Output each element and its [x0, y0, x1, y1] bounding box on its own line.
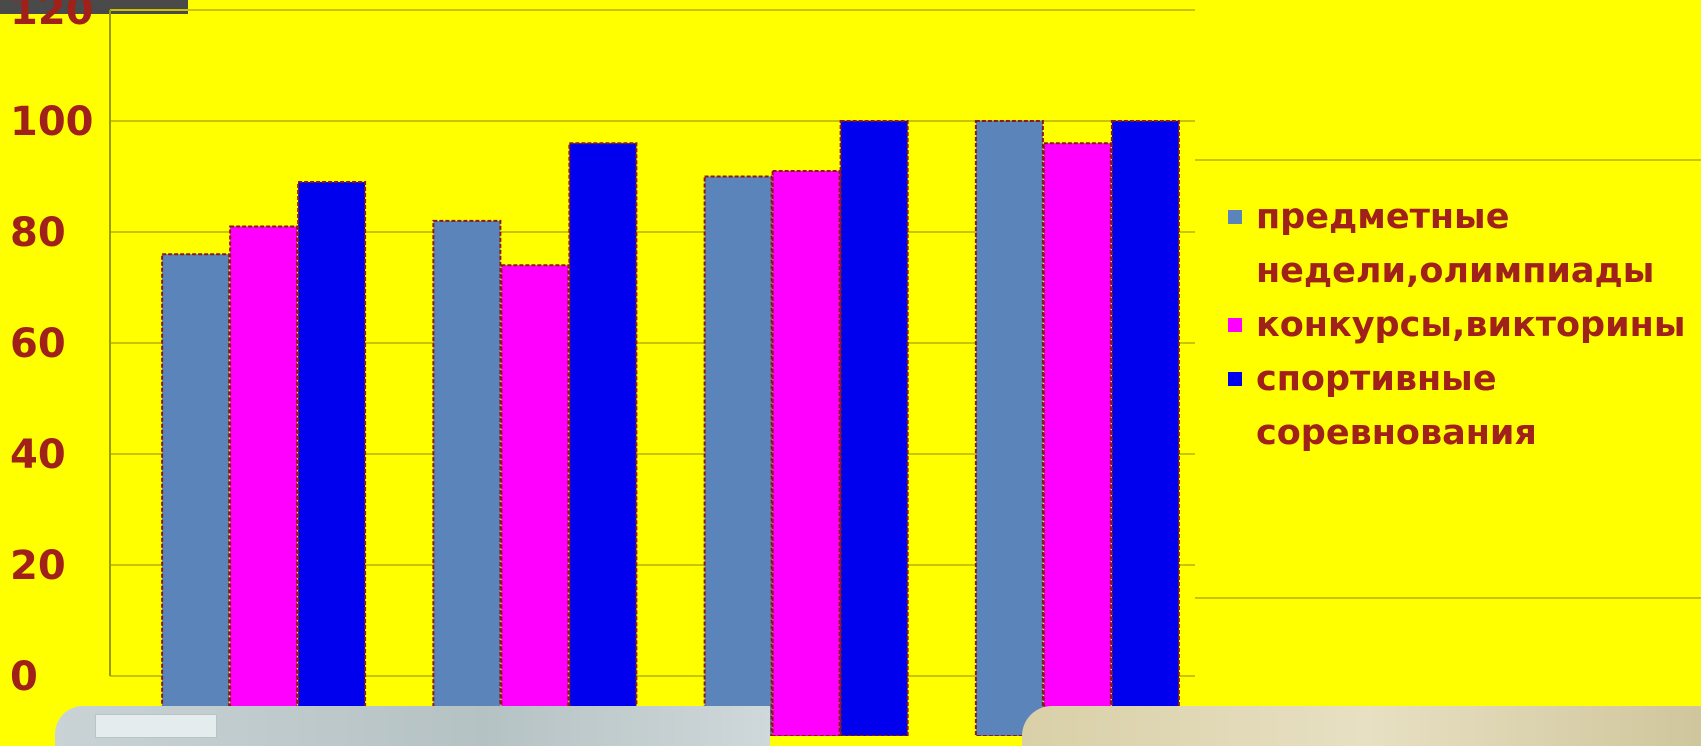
- bar: [1042, 142, 1112, 736]
- photo-caption: [95, 714, 217, 738]
- bar: [1110, 120, 1180, 736]
- legend-entry: спортивные: [1228, 352, 1701, 406]
- legend-label: соревнования: [1256, 413, 1537, 453]
- classroom-photo: [55, 706, 770, 746]
- y-tick-label: 60: [10, 321, 66, 367]
- legend-swatch: [1228, 372, 1242, 386]
- bar: [432, 219, 502, 736]
- bar: [297, 181, 367, 736]
- legend-entry: предметные: [1228, 190, 1701, 244]
- y-tick-label: 0: [10, 654, 38, 700]
- legend-entry: конкурсы,викторины: [1228, 298, 1701, 352]
- y-tick-label: 20: [10, 543, 66, 589]
- bar: [771, 169, 841, 736]
- legend-label: недели,олимпиады: [1256, 251, 1655, 291]
- legend-entry: недели,олимпиады: [1256, 244, 1701, 298]
- y-tick-label: 100: [10, 99, 94, 145]
- legend-entry: соревнования: [1256, 406, 1701, 460]
- bar: [839, 120, 909, 736]
- bar: [703, 175, 773, 736]
- bar: [229, 225, 299, 736]
- bar: [161, 253, 231, 736]
- legend-label: спортивные: [1256, 359, 1497, 399]
- bar: [974, 120, 1044, 736]
- y-tick-label: 80: [10, 210, 66, 256]
- y-tick-label: 120: [10, 0, 94, 34]
- event-photo: [1022, 706, 1701, 746]
- bar: [500, 264, 570, 736]
- y-tick-label: 40: [10, 432, 66, 478]
- chart-legend: предметные недели,олимпиады конкурсы,викто…: [1228, 190, 1701, 460]
- legend-label: предметные: [1256, 197, 1510, 237]
- legend-label: конкурсы,викторины: [1256, 305, 1686, 345]
- legend-swatch: [1228, 210, 1242, 224]
- bar: [568, 142, 638, 736]
- legend-swatch: [1228, 318, 1242, 332]
